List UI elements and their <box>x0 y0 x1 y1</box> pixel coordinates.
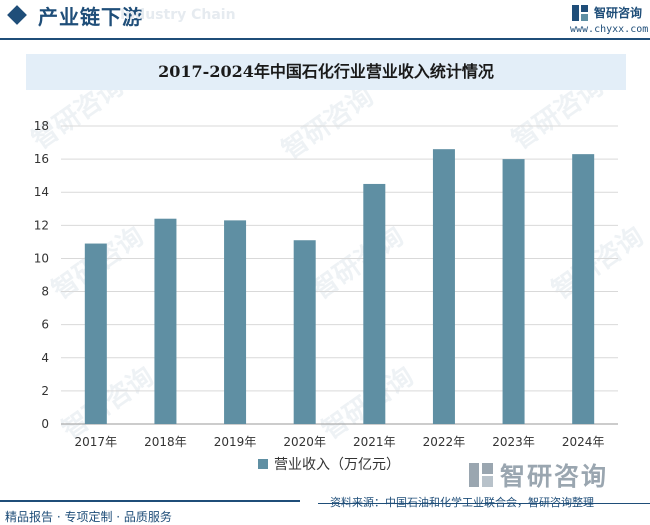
bar <box>572 154 595 424</box>
brand-watermark-name: 智研咨询 <box>500 462 609 491</box>
y-tick-label: 16 <box>34 152 49 166</box>
x-tick-label: 2019年 <box>214 435 257 449</box>
y-tick-label: 10 <box>34 251 49 265</box>
y-tick-label: 0 <box>41 417 49 431</box>
y-tick-label: 8 <box>41 285 49 299</box>
footer-divider <box>0 500 300 502</box>
bar <box>224 220 247 424</box>
chart-title: 2017-2024年中国石化行业营业收入统计情况 <box>158 62 494 81</box>
bar <box>363 183 386 424</box>
y-tick-label: 18 <box>34 119 49 133</box>
bar <box>502 159 525 424</box>
x-tick-label: 2024年 <box>562 435 605 449</box>
bar <box>432 149 455 424</box>
bar <box>154 218 177 424</box>
bar <box>293 240 316 424</box>
x-tick-label: 2023年 <box>492 435 535 449</box>
header-divider <box>0 38 650 40</box>
legend-label: 营业收入（万亿元） <box>274 457 400 473</box>
chart-title-box: 2017-2024年中国石化行业营业收入统计情况 <box>26 54 626 90</box>
footer-slogan: 精品报告 · 专项定制 · 品质服务 <box>5 510 172 524</box>
footer-divider <box>318 503 650 504</box>
section-title: 产业链下游 <box>38 5 143 29</box>
y-tick-label: 4 <box>41 351 49 365</box>
x-tick-label: 2022年 <box>423 435 466 449</box>
y-tick-label: 14 <box>34 185 49 199</box>
brand-url: www.chyxx.com <box>570 24 649 35</box>
x-tick-label: 2020年 <box>283 435 326 449</box>
brand-logo-icon <box>572 5 588 21</box>
bar <box>84 243 107 424</box>
legend-swatch <box>258 459 268 469</box>
brand-name: 智研咨询 <box>594 6 643 20</box>
source-note: 资料来源：中国石油和化学工业联合会，智研咨询整理 <box>330 496 594 509</box>
page-header: 产业链下游 Industry Chain 智研咨询 www.chyxx.com <box>0 0 650 44</box>
y-tick-label: 6 <box>41 318 49 332</box>
y-tick-label: 2 <box>41 384 49 398</box>
y-tick-label: 12 <box>34 218 49 232</box>
header-watermark-text: Industry Chain <box>120 7 236 23</box>
x-tick-label: 2021年 <box>353 435 396 449</box>
brand-logo-icon <box>469 463 493 487</box>
x-tick-label: 2017年 <box>75 435 118 449</box>
x-tick-label: 2018年 <box>144 435 187 449</box>
